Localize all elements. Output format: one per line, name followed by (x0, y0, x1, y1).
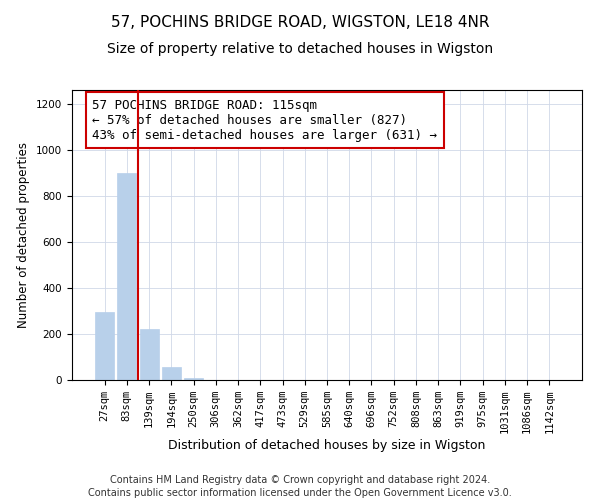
X-axis label: Distribution of detached houses by size in Wigston: Distribution of detached houses by size … (169, 439, 485, 452)
Bar (118, 173, 136, 380)
Bar (184, 378, 203, 380)
Text: 57 POCHINS BRIDGE ROAD: 115sqm
← 57% of detached houses are smaller (827)
43% of: 57 POCHINS BRIDGE ROAD: 115sqm ← 57% of … (92, 98, 437, 142)
Text: Contains HM Land Registry data © Crown copyright and database right 2024.: Contains HM Land Registry data © Crown c… (110, 475, 490, 485)
Bar (95, 312, 114, 380)
Text: 57, POCHINS BRIDGE ROAD, WIGSTON, LE18 4NR: 57, POCHINS BRIDGE ROAD, WIGSTON, LE18 4… (111, 15, 489, 30)
Bar (140, 330, 158, 380)
Y-axis label: Number of detached properties: Number of detached properties (17, 142, 31, 328)
Bar (162, 368, 181, 380)
Text: Size of property relative to detached houses in Wigston: Size of property relative to detached ho… (107, 42, 493, 56)
Text: Contains public sector information licensed under the Open Government Licence v3: Contains public sector information licen… (88, 488, 512, 498)
